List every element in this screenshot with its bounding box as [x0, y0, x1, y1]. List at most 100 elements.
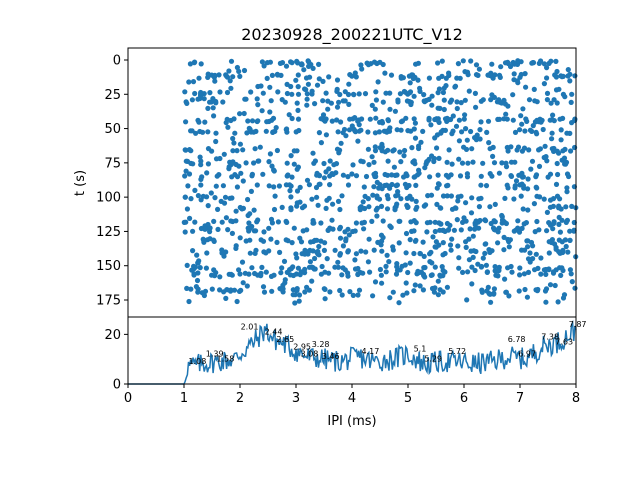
raster-point: [353, 74, 359, 80]
raster-point: [458, 193, 464, 199]
raster-point: [345, 182, 352, 188]
raster-y-tick-label: 100: [96, 191, 121, 206]
peak-label: 3.46: [322, 352, 340, 361]
histogram-x-ticks: 0 1 2 3 4 5 6 7 8: [124, 384, 580, 406]
raster-point: [443, 75, 449, 81]
raster-point: [487, 204, 493, 210]
raster-point: [503, 111, 509, 117]
raster-point: [534, 131, 540, 137]
raster-point: [228, 271, 234, 277]
raster-point: [439, 264, 445, 270]
raster-point: [499, 160, 505, 166]
raster-y-tick-label: 150: [96, 259, 121, 274]
raster-point: [411, 116, 417, 122]
raster-point: [420, 287, 426, 293]
raster-point: [411, 228, 417, 234]
raster-point: [213, 138, 219, 145]
raster-point: [264, 60, 270, 66]
raster-point: [213, 100, 219, 106]
raster-point: [323, 132, 329, 138]
raster-point: [536, 163, 543, 169]
raster-point: [336, 99, 342, 105]
raster-point: [495, 273, 501, 279]
raster-point: [293, 77, 299, 83]
raster-point: [237, 111, 243, 117]
raster-point: [413, 206, 419, 212]
raster-point: [550, 226, 556, 232]
raster-point: [267, 109, 273, 115]
raster-point: [463, 244, 469, 250]
raster-point: [449, 206, 456, 212]
raster-point: [245, 196, 251, 203]
raster-point: [327, 158, 333, 164]
raster-point: [444, 115, 450, 121]
raster-point: [188, 286, 194, 292]
raster-point: [224, 89, 231, 96]
raster-point: [342, 267, 348, 273]
raster-point: [379, 118, 385, 125]
raster-point: [505, 59, 511, 65]
raster-point: [411, 126, 417, 132]
raster-point: [436, 86, 442, 92]
raster-point: [207, 99, 213, 105]
raster-point: [291, 225, 297, 231]
raster-point: [240, 280, 246, 286]
raster-point: [372, 144, 378, 150]
raster-point: [416, 143, 422, 149]
raster-point: [188, 196, 194, 202]
peak-label: 1.58: [217, 355, 235, 364]
raster-point: [334, 86, 340, 92]
raster-point: [464, 297, 470, 303]
raster-point: [346, 127, 353, 133]
raster-point: [560, 73, 566, 79]
raster-point: [318, 238, 324, 244]
raster-point: [477, 127, 483, 133]
raster-point: [228, 218, 234, 224]
raster-point: [295, 72, 301, 78]
raster-point: [213, 156, 220, 162]
raster-point: [289, 115, 295, 122]
raster-point: [511, 77, 517, 83]
raster-point: [247, 250, 253, 256]
raster-point: [411, 250, 417, 257]
peak-label: 4.17: [362, 347, 380, 356]
raster-point: [440, 240, 446, 246]
raster-point: [253, 228, 259, 234]
raster-point: [466, 88, 472, 94]
raster-point: [402, 262, 408, 268]
raster-point: [284, 126, 290, 132]
raster-point: [472, 135, 478, 141]
raster-point: [284, 90, 290, 97]
raster-point: [191, 60, 197, 66]
raster-point: [492, 201, 498, 207]
raster-point: [193, 130, 199, 136]
peak-label: 2.95: [293, 342, 311, 351]
raster-point: [325, 98, 331, 104]
raster-point: [410, 75, 416, 82]
raster-point: [356, 91, 362, 97]
raster-point: [551, 118, 557, 124]
raster-point: [304, 227, 310, 233]
raster-point: [279, 60, 286, 66]
raster-point: [315, 202, 321, 208]
raster-point: [563, 243, 569, 250]
raster-point: [549, 136, 555, 142]
raster-point: [397, 91, 403, 97]
raster-point: [230, 148, 236, 154]
raster-point: [181, 219, 187, 225]
raster-point: [374, 205, 380, 211]
raster-point: [438, 205, 444, 211]
raster-point: [379, 280, 385, 286]
raster-point: [378, 203, 385, 209]
raster-point: [259, 264, 265, 270]
raster-point: [439, 73, 445, 79]
raster-point: [556, 150, 562, 156]
raster-point: [269, 72, 275, 78]
raster-point: [242, 270, 248, 276]
raster-point: [294, 286, 300, 292]
raster-point: [426, 75, 432, 81]
raster-point: [373, 89, 379, 95]
raster-point: [408, 219, 414, 225]
raster-point: [491, 286, 497, 292]
raster-point: [441, 97, 447, 103]
